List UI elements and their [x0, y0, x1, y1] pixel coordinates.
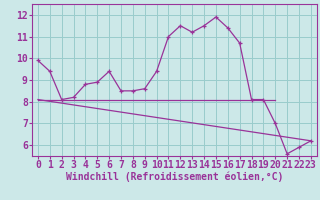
X-axis label: Windchill (Refroidissement éolien,°C): Windchill (Refroidissement éolien,°C): [66, 172, 283, 182]
